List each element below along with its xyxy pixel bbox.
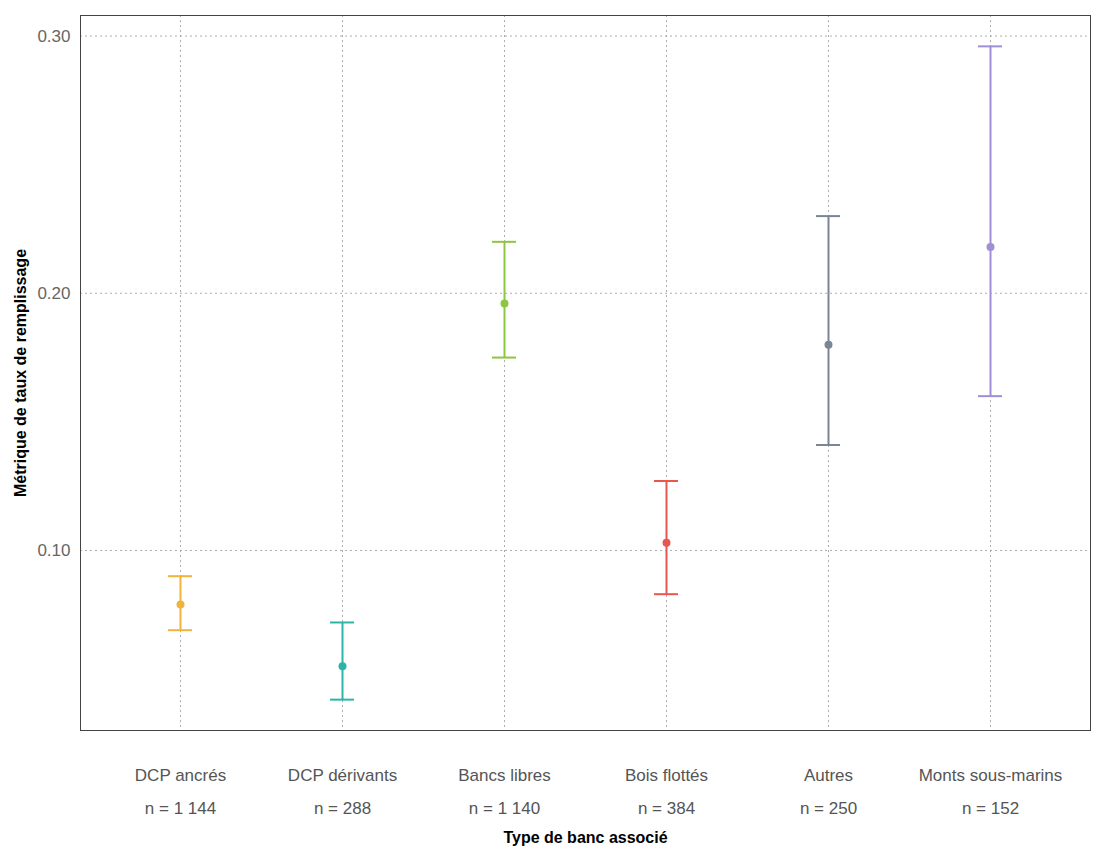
svg-text:DCP dérivantsn = 288: DCP dérivantsn = 288 <box>288 766 397 817</box>
svg-text:0.20: 0.20 <box>37 284 70 303</box>
svg-text:Autresn = 250: Autresn = 250 <box>800 766 857 817</box>
svg-text:Type de banc associé: Type de banc associé <box>503 829 667 846</box>
svg-text:Métrique de taux de remplissag: Métrique de taux de remplissage <box>12 249 29 497</box>
svg-text:Monts sous-marinsn = 152: Monts sous-marinsn = 152 <box>919 766 1063 817</box>
svg-text:DCP ancrésn = 1 144: DCP ancrésn = 1 144 <box>135 766 226 817</box>
svg-text:Bois flottésn = 384: Bois flottésn = 384 <box>625 766 708 817</box>
svg-text:0.10: 0.10 <box>37 541 70 560</box>
svg-text:0.30: 0.30 <box>37 27 70 46</box>
svg-text:Bancs libresn = 1 140: Bancs libresn = 1 140 <box>458 766 551 817</box>
